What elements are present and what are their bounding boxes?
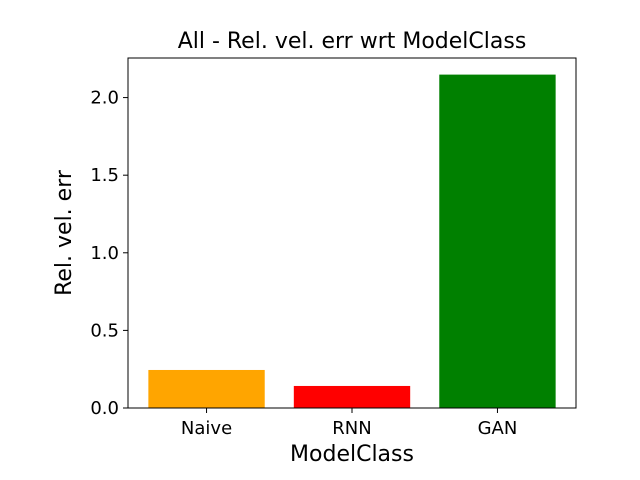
- y-tick-label: 0.5: [90, 320, 119, 341]
- y-tick-label: 1.0: [90, 243, 119, 264]
- x-axis-ticks: Naive RNN GAN: [181, 408, 517, 439]
- bar-rnn: [293, 385, 411, 408]
- y-axis-ticks: 0.0 0.5 1.0 1.5 2.0: [90, 88, 128, 419]
- bar-gan: [439, 74, 556, 408]
- y-axis-label: Rel. vel. err: [52, 169, 77, 296]
- chart-title: All - Rel. vel. err wrt ModelClass: [178, 29, 527, 54]
- y-tick-label: 1.5: [90, 165, 119, 186]
- x-axis-label: ModelClass: [290, 442, 414, 467]
- x-tick-label: Naive: [181, 418, 232, 439]
- x-tick-label: GAN: [478, 418, 518, 439]
- y-tick-label: 0.0: [90, 398, 119, 419]
- bars-group: [148, 74, 556, 408]
- y-tick-label: 2.0: [90, 88, 119, 109]
- x-tick-label: RNN: [332, 418, 371, 439]
- bar-naive: [148, 369, 265, 408]
